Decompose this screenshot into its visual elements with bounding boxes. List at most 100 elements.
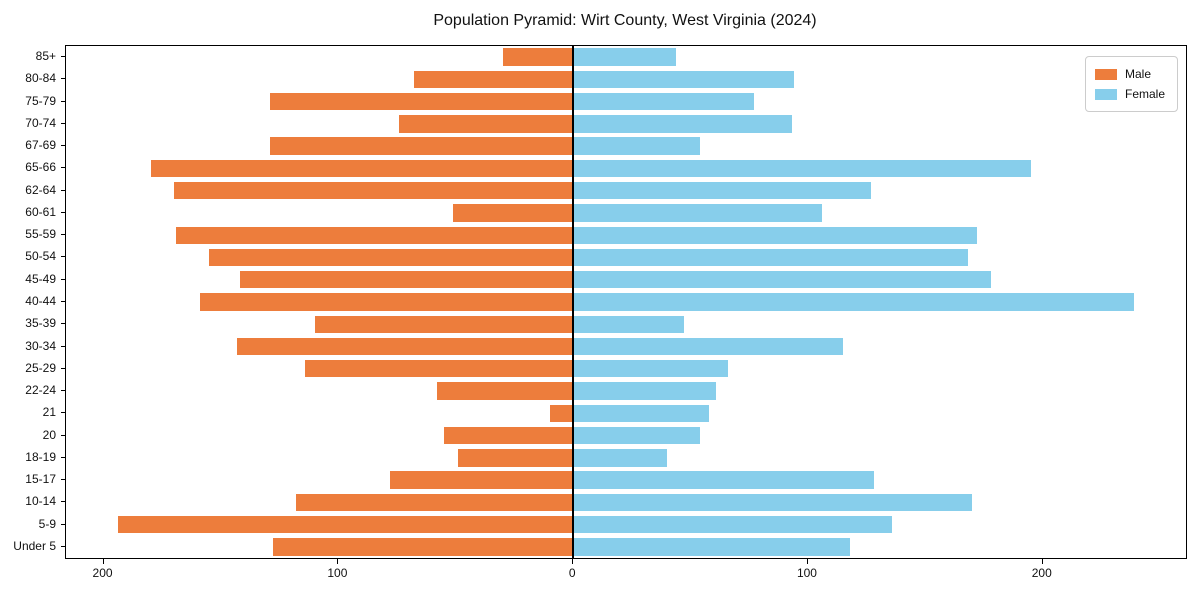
xtick-label-100: 100	[327, 566, 348, 580]
ytick-label-60-61: 60-61	[25, 204, 56, 219]
bar-male-70-74	[399, 115, 574, 133]
xtick-mark-200	[1041, 559, 1043, 564]
bar-female-60-61	[573, 204, 823, 222]
bar-male-40-44	[199, 293, 574, 311]
legend: Male Female	[1084, 56, 1178, 112]
bar-male-15-17	[390, 471, 574, 489]
ytick-label-22-24: 22-24	[25, 383, 56, 398]
ytick-label-80-84: 80-84	[25, 71, 56, 86]
ytick-mark-22-24	[61, 390, 65, 392]
xtick-mark-100	[337, 559, 339, 564]
xtick-mark-0	[572, 559, 574, 564]
xtick-label-200: 200	[1031, 566, 1052, 580]
bar-female-55-59	[573, 226, 977, 244]
chart-title: Population Pyramid: Wirt County, West Vi…	[433, 12, 817, 29]
ytick-label-18-19: 18-19	[25, 449, 56, 464]
ytick-label-65-66: 65-66	[25, 160, 56, 175]
ytick-label-85+: 85+	[35, 49, 56, 64]
bar-female-70-74	[573, 115, 792, 133]
ytick-label-40-44: 40-44	[25, 294, 56, 308]
ytick-mark-5-9	[61, 523, 65, 525]
bar-male-35-39	[314, 315, 574, 333]
bar-male-55-59	[176, 226, 574, 244]
ytick-label-70-74: 70-74	[25, 115, 56, 130]
bar-female-50-54	[573, 248, 968, 267]
ytick-label-15-17: 15-17	[25, 472, 56, 487]
plot-area: Male Female	[65, 45, 1187, 559]
bar-female-75-79	[573, 92, 754, 111]
ytick-mark-60-61	[61, 211, 65, 213]
bar-female-62-64	[573, 182, 872, 200]
bar-female-45-49	[573, 271, 992, 289]
bar-female-21	[573, 404, 710, 422]
xtick-label-200: 200	[92, 566, 113, 580]
ytick-mark-15-17	[61, 479, 65, 481]
bar-female-15-17	[573, 471, 874, 489]
bar-male-65-66	[150, 159, 574, 178]
bar-male-75-79	[270, 92, 574, 111]
ytick-mark-21	[61, 412, 65, 414]
legend-label-male: Male	[1124, 67, 1151, 81]
ytick-mark-45-49	[61, 278, 65, 280]
bar-male-5-9	[117, 515, 574, 534]
ytick-mark-70-74	[61, 122, 65, 124]
bar-female-30-34	[573, 337, 844, 356]
ytick-mark-40-44	[61, 301, 65, 302]
xtick-mark-100	[806, 559, 808, 564]
ytick-label-62-64: 62-64	[25, 182, 56, 197]
ytick-mark-18-19	[61, 456, 65, 458]
ytick-mark-55-59	[61, 234, 65, 236]
ytick-mark-75-79	[61, 100, 65, 102]
legend-item-male: Male	[1094, 64, 1165, 84]
bar-female-10-14	[573, 493, 973, 512]
bars-layer	[66, 46, 1186, 558]
female-color-swatch	[1094, 88, 1117, 100]
ytick-mark-65-66	[61, 167, 65, 169]
ytick-label-35-39: 35-39	[25, 316, 56, 331]
xtick-label-0: 0	[568, 566, 576, 580]
bar-female-20	[573, 426, 700, 445]
ytick-label-20: 20	[42, 427, 56, 442]
ytick-mark-30-34	[61, 345, 65, 347]
bar-female-65-66	[573, 159, 1032, 178]
legend-label-female: Female	[1124, 87, 1165, 101]
bar-male-62-64	[174, 182, 574, 200]
bar-female-5-9	[573, 515, 893, 534]
ytick-mark-62-64	[61, 189, 65, 191]
bar-male-45-49	[239, 271, 574, 289]
bar-male-10-14	[296, 493, 574, 512]
ytick-mark-10-14	[61, 501, 65, 503]
bar-male-21	[549, 404, 574, 422]
bar-female-40-44	[573, 293, 1135, 311]
bar-female-25-29	[573, 360, 729, 378]
bar-female-35-39	[573, 315, 684, 333]
ytick-mark-85+	[61, 56, 65, 58]
ytick-mark-25-29	[61, 367, 65, 369]
ytick-mark-35-39	[61, 323, 65, 325]
ytick-label-25-29: 25-29	[25, 360, 56, 375]
ytick-label-21: 21	[42, 405, 56, 420]
bar-male-85+	[502, 48, 574, 66]
zero-axis-line	[572, 46, 575, 558]
ytick-label-45-49: 45-49	[25, 271, 56, 286]
ytick-label-67-69: 67-69	[25, 138, 56, 153]
bar-male-60-61	[453, 204, 574, 222]
bar-male-22-24	[436, 382, 574, 400]
bar-male-67-69	[270, 137, 574, 155]
bar-male-30-34	[237, 337, 574, 356]
bar-male-50-54	[209, 248, 574, 267]
ytick-label-55-59: 55-59	[25, 227, 56, 242]
bar-female-22-24	[573, 382, 717, 400]
ytick-label-75-79: 75-79	[25, 93, 56, 108]
ytick-label-10-14: 10-14	[25, 494, 56, 509]
bar-female-18-19	[573, 449, 668, 467]
ytick-label-5-9: 5-9	[38, 516, 56, 531]
bar-female-85+	[573, 48, 677, 66]
xtick-mark-200	[102, 559, 104, 564]
bar-female-67-69	[573, 137, 700, 155]
male-color-swatch	[1094, 68, 1117, 80]
bar-male-80-84	[413, 70, 574, 89]
bar-male-25-29	[305, 360, 574, 378]
bar-male-18-19	[458, 449, 574, 467]
